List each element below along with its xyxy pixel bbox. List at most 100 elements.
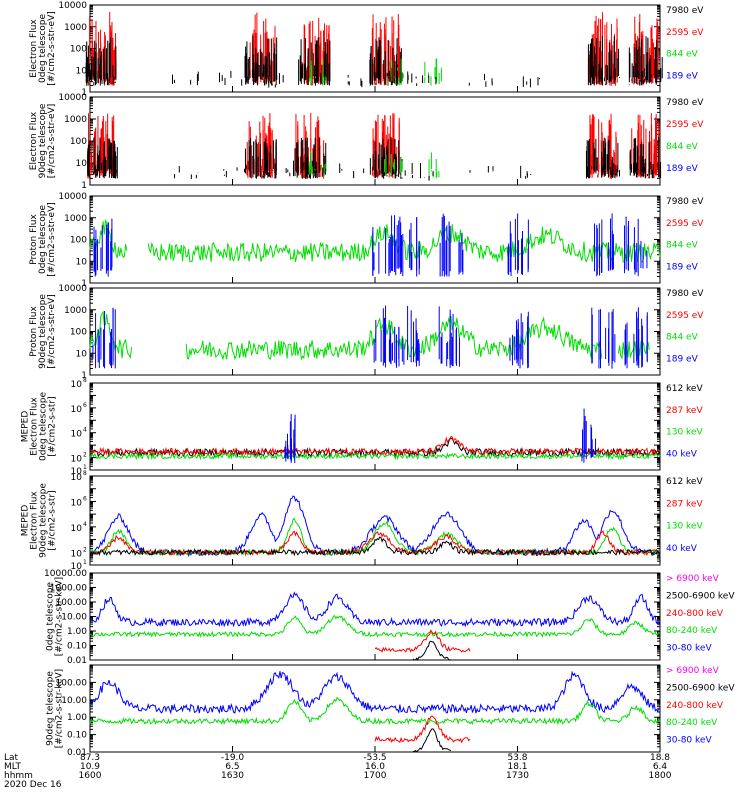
y-axis-label: Proton Flux 0deg telescope [#/cm2-s-str-eV…: [29, 202, 57, 277]
traces-panel-4: [89, 305, 650, 369]
y-tick-label: 10: [71, 380, 83, 390]
legend-panel-5: 612 keV 287 keV 130 keV 40 keV: [666, 384, 703, 459]
series-7980ev: [87, 136, 662, 179]
legend-entry: 7980 eV: [666, 6, 704, 16]
y-tick-label: 1000.00: [50, 584, 87, 594]
legend-entry: 30-80 keV: [666, 736, 712, 746]
y-tick-label: 10.00: [61, 696, 87, 706]
series-30-80kev: [89, 591, 661, 628]
y-axis-label-line: [#/cm2-s-str-eV]: [47, 202, 57, 277]
series-80-240kev: [89, 696, 661, 726]
series-7980ev-sparse: [171, 70, 540, 88]
legend-entry: 287 keV: [666, 406, 703, 416]
y-tick-label: 0.10: [67, 731, 87, 741]
y-axis-label: 90deg telescope [#/cm2-s-str-keV]: [46, 669, 65, 748]
y-axis-label-line: [#/cm2-s-str-eV]: [47, 294, 57, 369]
legend-panel-2: 7980 eV 2595 eV 844 eV 189 eV: [666, 98, 704, 174]
y-axis-label-line: Proton Flux: [29, 306, 39, 357]
y-tick-label: 10000: [58, 284, 87, 294]
y-axis-label: MEPED Electron Flux 0deg telescope [#/cm2-s…: [21, 392, 58, 462]
y-tick-exponent: 2: [83, 546, 87, 553]
y-tick-label: 10: [76, 349, 88, 359]
y-axis-label-line: [#/cm2-s-str-eV]: [47, 104, 57, 179]
y-tick-label: 100: [70, 328, 87, 338]
y-tick-label: 1000: [64, 306, 87, 316]
y-tick-label: 10: [71, 473, 83, 483]
legend-entry: 189 eV: [666, 164, 699, 174]
y-axis-label-line: 0deg telescope: [38, 205, 48, 275]
y-axis-label-line: 90deg telescope: [38, 103, 48, 178]
series-189ev: [93, 213, 648, 277]
y-tick-label: 10: [76, 66, 88, 76]
legend-entry: 7980 eV: [666, 197, 704, 207]
series-7980ev-sparse: [174, 163, 532, 181]
y-tick-label: 100.00: [56, 678, 88, 688]
legend-panel-7: > 6900 keV 2500-6900 keV 240-800 keV 80-240…: [666, 574, 735, 654]
panel-7: 0.010.101.0010.00100.001000.0010000.000d…: [44, 569, 735, 666]
y-axis-label-line: 90deg telescope: [39, 483, 49, 558]
plot-frame: [89, 572, 661, 661]
y-axis-label-line: Electron Flux: [29, 19, 39, 78]
series-287kev: [89, 435, 661, 457]
legend-entry: 189 eV: [666, 262, 699, 272]
x-tick-mlt: 18.1: [507, 762, 527, 772]
y-tick-label: 10: [76, 257, 88, 267]
y-tick-label: 10000.00: [44, 569, 87, 579]
y-tick-label: 10: [71, 455, 83, 465]
series-189ev: [92, 305, 648, 369]
legend-entry: 7980 eV: [666, 98, 704, 108]
x-tick-lat: 18.8: [650, 753, 670, 763]
y-axis-label-line: MEPED: [21, 411, 31, 443]
y-tick-label: 10000: [58, 1, 87, 11]
y-tick-label: 10: [71, 430, 83, 440]
y-tick-exponent: 6: [83, 495, 87, 502]
traces-panel-1: [84, 11, 663, 88]
plot-frame: [89, 287, 661, 376]
legend-entry: 130 keV: [666, 522, 703, 532]
legend-entry: 612 keV: [666, 384, 703, 394]
y-tick-label: 1000: [64, 214, 87, 224]
legend-entry: 612 keV: [666, 477, 703, 487]
y-tick-label: 1: [81, 279, 87, 289]
series-30-80kev: [89, 670, 661, 715]
legend-entry: 40 keV: [666, 449, 698, 459]
y-tick-label: 0.10: [67, 642, 87, 652]
y-axis-label-line: MEPED: [21, 505, 31, 537]
legend-entry: 130 keV: [666, 428, 703, 438]
y-axis-label-line: [#/cm2-s-str-keV]: [55, 669, 65, 748]
x-axis-row-label: Lat: [4, 753, 19, 763]
x-tick-hhmm: 1730: [506, 771, 529, 781]
x-tick-hhmm: 1800: [649, 771, 672, 781]
legend-panel-4: 7980 eV 2595 eV 844 eV 189 eV: [666, 289, 704, 364]
traces-panel-6: [89, 495, 661, 558]
x-axis-row-label: 2020 Dec 16: [4, 780, 62, 790]
y-axis-label: MEPED Electron Flux 90deg telescope [#/cm2-…: [21, 483, 58, 558]
traces-panel-2: [87, 112, 662, 181]
series-612kev: [89, 536, 661, 557]
legend-panel-1: 7980 eV 2595 eV 844 eV 189 eV: [666, 6, 704, 81]
y-axis-label: Electron Flux 90deg telescope [#/cm2-s-str…: [29, 103, 57, 178]
legend-entry: 844 eV: [666, 333, 699, 343]
y-axis-label-line: Proton Flux: [29, 214, 39, 265]
y-axis-label-line: [#/cm2-s-str]: [48, 396, 58, 456]
y-tick-exponent: 1: [83, 464, 87, 471]
series-80-240kev: [89, 615, 661, 638]
x-tick-lat: 53.8: [507, 753, 527, 763]
y-tick-exponent: 6: [83, 402, 87, 409]
legend-entry: 7980 eV: [666, 289, 704, 299]
legend-entry: 844 eV: [666, 142, 699, 152]
series-844ev: [147, 224, 661, 263]
series-2500-6900kev: [412, 728, 452, 753]
y-tick-label: 10: [71, 467, 83, 477]
legend-entry: 80-240 keV: [666, 626, 718, 636]
y-tick-label: 10: [71, 549, 83, 559]
y-tick-label: 10000: [58, 93, 87, 103]
series-130kev: [89, 451, 661, 461]
series-130kev: [89, 517, 661, 557]
